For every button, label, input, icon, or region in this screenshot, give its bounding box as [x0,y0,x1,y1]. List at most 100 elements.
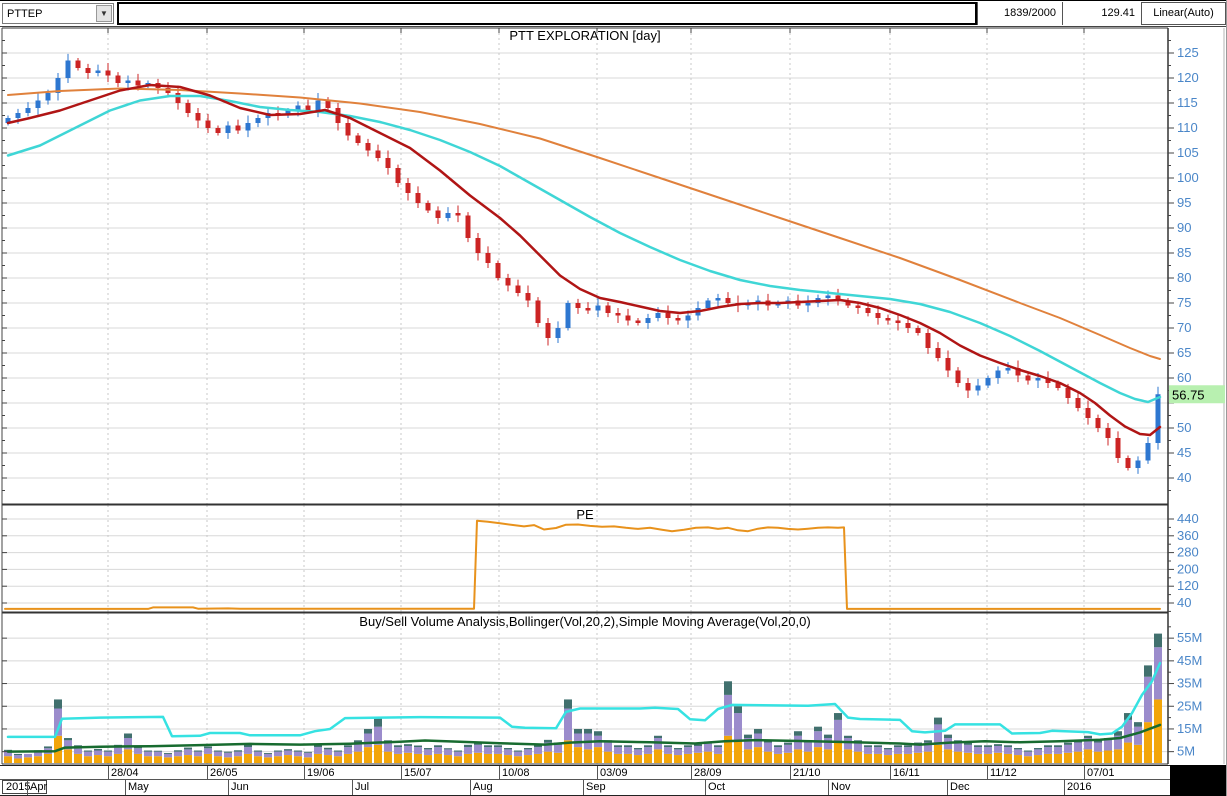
month-label: Jun [231,781,249,793]
month-label: Nov [831,781,851,793]
svg-text:110: 110 [1177,120,1198,135]
symbol-combobox[interactable]: PTTEP ▼ [2,3,114,24]
month-cell-separator [352,780,353,795]
date-cell-separator [401,766,402,779]
pe-panel-title: PE [576,507,594,522]
symbol-value: PTTEP [7,8,43,20]
month-label: Dec [950,781,970,793]
svg-text:95: 95 [1177,195,1191,210]
svg-text:80: 80 [1177,270,1191,285]
svg-text:65: 65 [1177,345,1191,360]
pe-line [4,519,1161,610]
month-label: Oct [708,781,726,793]
svg-text:360: 360 [1177,528,1199,543]
month-cell-separator [705,780,706,795]
svg-text:25M: 25M [1177,698,1202,713]
svg-text:55M: 55M [1177,630,1202,645]
svg-text:440: 440 [1177,511,1199,526]
month-cell-separator [947,780,948,795]
toolbar: PTTEP ▼ 1839/2000 129.41 Linear(Auto) [0,0,1226,27]
svg-text:50: 50 [1177,420,1191,435]
month-label: Sep [586,781,606,793]
svg-text:70: 70 [1177,320,1191,335]
x-axis-date-label: 28/04 [111,767,139,779]
volume-sma-line [6,723,1162,753]
x-axis-date-label: 28/09 [694,767,722,779]
date-cell-separator [304,766,305,779]
volume-bars [4,633,1162,763]
date-cell-separator [108,766,109,779]
gridlines [2,28,1168,764]
svg-text:280: 280 [1177,545,1199,560]
date-cell-separator [1084,766,1085,779]
svg-text:60: 60 [1177,370,1191,385]
month-cell-separator [27,780,28,795]
date-axis-row: 28/04 26/05 19/06 15/07 10/08 03/09 28/09 21/10… [0,765,1170,780]
svg-text:40: 40 [1177,470,1191,485]
svg-text:120: 120 [1177,578,1199,593]
x-axis-date-label: 10/08 [502,767,530,779]
price-axis: 40 45 50 60 65 70 75 80 85 90 95 100 105 110 115 120 125 [2,40,1199,491]
month-label: Apr [30,781,48,793]
volume-axis: 55M 45M 35M 25M 15M 5M [2,626,1202,759]
candlestick-series [5,53,1161,474]
month-cell-separator [125,780,126,795]
svg-text:40: 40 [1177,595,1191,610]
date-cell-separator [499,766,500,779]
date-cell-separator [691,766,692,779]
combo-dropdown-button[interactable]: ▼ [96,5,112,22]
svg-text:200: 200 [1177,561,1199,576]
x-axis-date-label: 26/05 [210,767,238,779]
month-cell-separator [583,780,584,795]
month-cell-separator [828,780,829,795]
axis-corner-filler [1170,765,1226,796]
panel-titles: PTT EXPLORATION [day] PE Buy/Sell Volume A… [359,28,810,629]
svg-text:5M: 5M [1177,744,1195,759]
x-axis-date-label: 16/11 [893,767,920,779]
month-label: Aug [473,781,493,793]
x-axis-date-label: 15/07 [404,767,432,779]
ma-fast-red-line [6,83,1162,437]
month-label: May [128,781,149,793]
svg-text:56.75: 56.75 [1172,387,1205,402]
date-cell-separator [597,766,598,779]
month-label: 2016 [1067,781,1092,793]
cursor-price-readout: 129.41 [1062,2,1141,25]
svg-text:45M: 45M [1177,653,1202,668]
last-price-tag: 56.75 [1169,385,1225,404]
year-start-label: 2015 [2,780,47,794]
month-cell-separator [228,780,229,795]
date-cell-separator [987,766,988,779]
svg-text:100: 100 [1177,170,1199,185]
svg-text:85: 85 [1177,245,1191,260]
chevron-down-icon: ▼ [100,9,108,18]
x-axis-date-label: 21/10 [793,767,821,779]
x-axis-date-label: 07/01 [1087,767,1115,779]
date-cell-separator [207,766,208,779]
ma-slow-orange-line [7,87,1161,360]
panel-frames [1,27,1225,765]
svg-text:15M: 15M [1177,721,1202,736]
scale-mode-button[interactable]: Linear(Auto) [1141,2,1226,25]
svg-text:115: 115 [1177,95,1198,110]
month-cell-separator [470,780,471,795]
month-axis-row: 2015 Apr May Jun Jul Aug Sep Oct Nov Dec 2016 [0,780,1170,796]
command-input[interactable] [117,2,977,25]
month-cell-separator [1064,780,1065,795]
bar-counter-readout: 1839/2000 [977,2,1062,25]
month-label: Jul [355,781,370,793]
date-cell-separator [890,766,891,779]
date-cell-separator [790,766,791,779]
svg-text:35M: 35M [1177,676,1202,691]
svg-text:75: 75 [1177,295,1191,310]
svg-text:45: 45 [1177,445,1191,460]
x-axis-date-label: 19/06 [307,767,335,779]
bollinger-upper-line [6,661,1162,739]
x-axis-date-label: 03/09 [600,767,628,779]
svg-text:125: 125 [1177,45,1199,60]
volume-panel-title: Buy/Sell Volume Analysis,Bollinger(Vol,2… [359,614,810,629]
svg-text:90: 90 [1177,220,1191,235]
svg-text:120: 120 [1177,70,1199,85]
